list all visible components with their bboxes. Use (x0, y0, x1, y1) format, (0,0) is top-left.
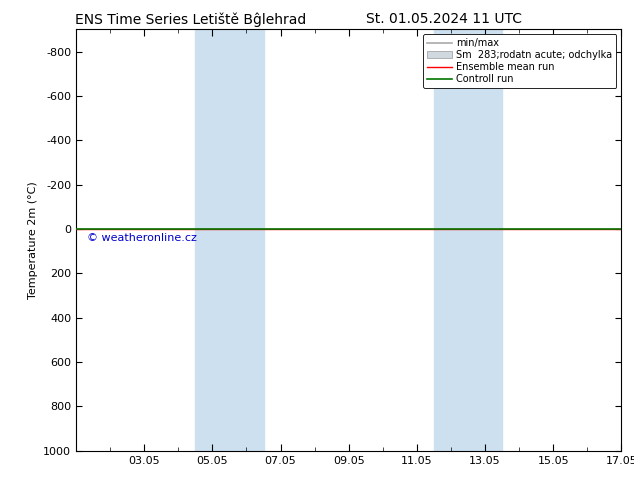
Y-axis label: Temperature 2m (°C): Temperature 2m (°C) (28, 181, 37, 299)
Text: St. 01.05.2024 11 UTC: St. 01.05.2024 11 UTC (366, 12, 522, 26)
Bar (195, 29, 264, 451)
Text: © weatheronline.cz: © weatheronline.cz (87, 233, 197, 243)
Bar (434, 29, 502, 451)
Legend: min/max, Sm  283;rodatn acute; odchylka, Ensemble mean run, Controll run: min/max, Sm 283;rodatn acute; odchylka, … (424, 34, 616, 88)
Text: ENS Time Series Letiště Bĝlehrad: ENS Time Series Letiště Bĝlehrad (75, 12, 306, 27)
